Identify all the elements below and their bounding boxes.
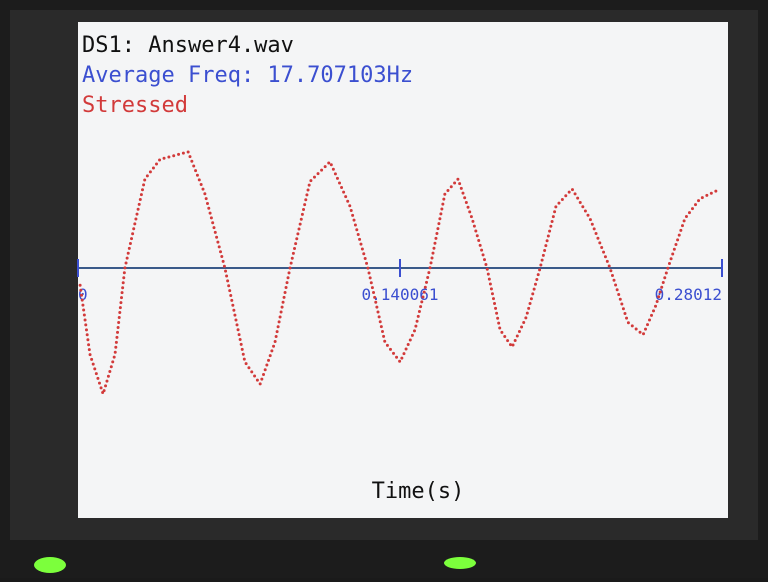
waveform (78, 150, 722, 399)
subtitle: Average Freq: 17.707103Hz (82, 63, 413, 88)
screen (78, 22, 728, 518)
led (34, 557, 66, 573)
x-tick-label: 0.140061 (361, 285, 438, 304)
annotation: Stressed (82, 93, 188, 118)
title: DS1: Answer4.wav (82, 33, 294, 58)
led (444, 557, 476, 569)
x-tick-label: 0.28012 (655, 285, 722, 304)
x-axis-label: Time(s) (372, 479, 465, 504)
